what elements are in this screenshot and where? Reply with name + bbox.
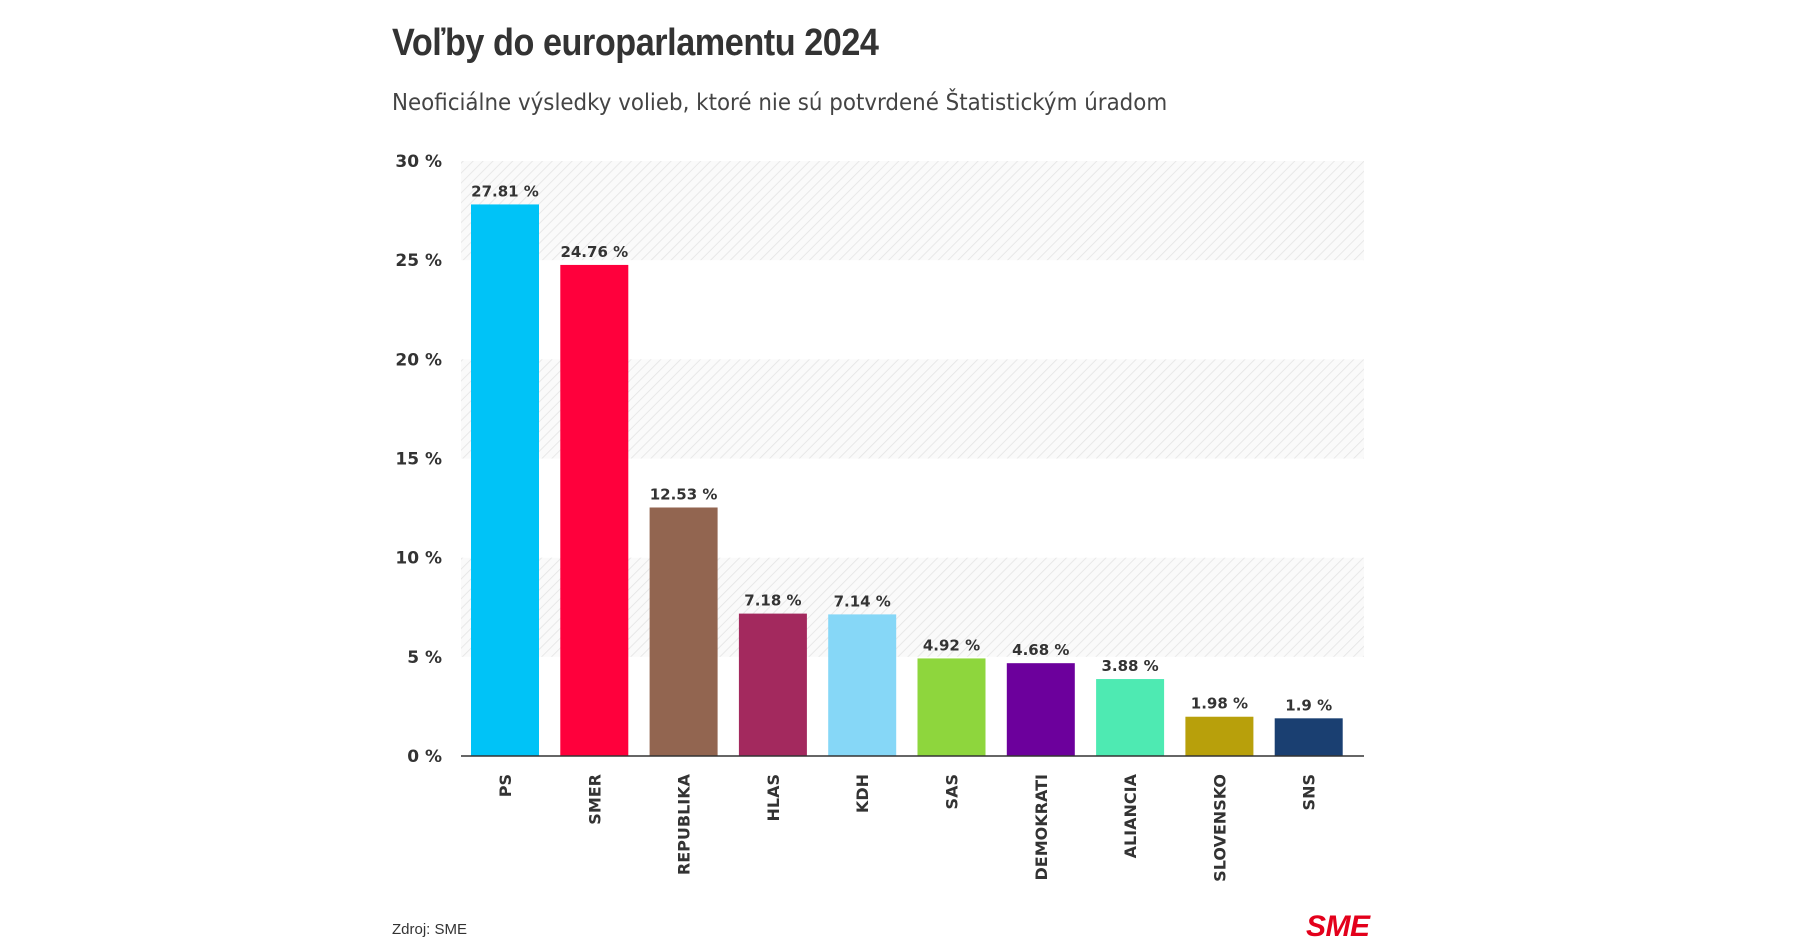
bar-ps xyxy=(471,204,539,756)
value-label: 4.92 % xyxy=(923,636,980,654)
x-tick-label: DEMOKRATI xyxy=(1032,774,1051,880)
x-tick-label: SAS xyxy=(943,774,962,809)
bars xyxy=(471,204,1343,756)
x-tick-label: PS xyxy=(496,774,515,797)
y-tick-label: 0 % xyxy=(407,747,442,767)
x-tick-label: REPUBLIKA xyxy=(675,773,694,875)
value-label: 27.81 % xyxy=(471,182,539,200)
x-axis: PS SMER REPUBLIKA HLAS KDH SAS DEMOKRATI ALIANC… xyxy=(496,773,1319,881)
chart-subtitle: Neoficiálne výsledky volieb, ktoré nie s… xyxy=(392,90,1168,116)
value-label: 12.53 % xyxy=(650,485,718,503)
chart-title: Voľby do europarlamentu 2024 xyxy=(392,22,879,64)
x-tick-label: SLOVENSKO xyxy=(1210,774,1229,882)
x-tick-label: SNS xyxy=(1300,774,1319,810)
bar-hlas xyxy=(738,613,807,756)
bar-slovensko xyxy=(1185,716,1254,756)
x-tick-label: KDH xyxy=(853,774,872,813)
bar-smer xyxy=(560,264,629,756)
value-label: 4.68 % xyxy=(1012,641,1069,659)
sme-logo: SME xyxy=(1306,910,1370,943)
y-tick-label: 5 % xyxy=(407,648,442,668)
grid-band xyxy=(461,161,1364,261)
y-tick-label: 25 % xyxy=(395,251,442,271)
x-tick-label: SMER xyxy=(585,774,604,825)
value-label: 3.88 % xyxy=(1101,657,1158,675)
bar-kdh xyxy=(828,614,897,756)
value-label: 1.98 % xyxy=(1191,695,1248,713)
bar-republika xyxy=(649,507,718,756)
value-label: 7.14 % xyxy=(834,592,891,610)
x-tick-label: HLAS xyxy=(764,774,783,822)
bar-demokrati xyxy=(1006,663,1075,756)
bar-aliancia xyxy=(1096,679,1165,756)
value-label: 1.9 % xyxy=(1285,696,1332,714)
y-axis: 0 % 5 % 10 % 15 % 20 % 25 % 30 % xyxy=(395,152,442,767)
bar-sns xyxy=(1274,718,1343,756)
bar-sas xyxy=(917,658,986,756)
value-labels: 27.81 % 24.76 % 12.53 % 7.18 % 7.14 % 4.92 % 4… xyxy=(471,182,1332,714)
y-tick-label: 30 % xyxy=(395,152,442,172)
value-label: 7.18 % xyxy=(744,592,801,610)
value-label: 24.76 % xyxy=(560,243,628,261)
y-tick-label: 10 % xyxy=(395,549,442,569)
x-tick-label: ALIANCIA xyxy=(1121,773,1140,858)
source-note: Zdroj: SME xyxy=(392,921,468,938)
y-tick-label: 15 % xyxy=(395,450,442,470)
y-tick-label: 20 % xyxy=(395,350,442,370)
